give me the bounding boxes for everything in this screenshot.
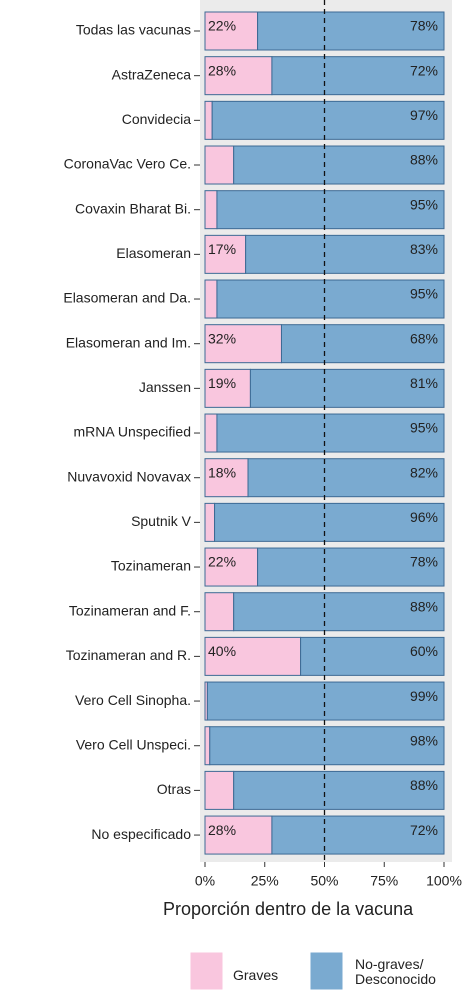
bar-segment — [216, 413, 445, 453]
bar-segment — [271, 815, 445, 855]
bar-segment — [214, 502, 445, 542]
data-label: 17% — [208, 241, 236, 257]
data-label: 68% — [410, 330, 438, 346]
bar-segment — [204, 547, 259, 587]
data-label: 40% — [208, 643, 236, 659]
data-label: 22% — [208, 554, 236, 570]
bar-segment — [233, 592, 445, 632]
y-tick-label: Convidecia — [122, 111, 191, 127]
data-label: 78% — [410, 18, 438, 34]
y-tick-label: Vero Cell Unspeci. — [76, 736, 191, 752]
x-axis-title: Proporción dentro de la vacuna — [163, 899, 414, 919]
y-tick-label: Janssen — [139, 379, 191, 395]
y-tick-label: Elasomeran — [116, 245, 191, 261]
bar-segment — [204, 592, 235, 632]
bar-segment — [204, 726, 211, 766]
bar-segment — [257, 11, 445, 51]
y-tick-label: Elasomeran and Da. — [63, 290, 191, 306]
y-tick-label: Tozinameran and F. — [69, 602, 191, 618]
bar-segment — [249, 368, 445, 408]
y-tick-label: Tozinameran and R. — [66, 647, 191, 663]
x-tick-label: 75% — [370, 873, 398, 889]
bar-segment — [245, 234, 445, 274]
data-label: 96% — [410, 509, 438, 525]
data-label: 81% — [410, 375, 438, 391]
x-tick-label: 50% — [310, 873, 338, 889]
bar-segment — [204, 324, 282, 364]
data-label: 22% — [208, 18, 236, 34]
bar-segment — [233, 770, 445, 810]
data-label: 88% — [410, 152, 438, 168]
legend-key — [309, 951, 344, 991]
y-tick-label: Todas las vacunas — [76, 22, 191, 38]
y-tick-label: Nuvavoxid Novavax — [67, 468, 191, 484]
bar-segment — [204, 234, 247, 274]
data-label: 99% — [410, 688, 438, 704]
data-label: 88% — [410, 598, 438, 614]
bar-segment — [204, 413, 218, 453]
y-tick-label: Tozinameran — [111, 558, 191, 574]
bar-segment — [209, 726, 445, 766]
y-tick-label: AstraZeneca — [112, 66, 192, 82]
data-label: 72% — [410, 62, 438, 78]
data-label: 83% — [410, 241, 438, 257]
bar-segment — [257, 547, 445, 587]
data-label: 72% — [410, 822, 438, 838]
data-label: 95% — [410, 420, 438, 436]
data-label: 98% — [410, 732, 438, 748]
data-label: 95% — [410, 196, 438, 212]
bar-segment — [204, 100, 213, 140]
bar-segment — [271, 56, 445, 96]
data-label: 18% — [208, 464, 236, 480]
bar-segment — [216, 190, 445, 230]
y-tick-label: Covaxin Bharat Bi. — [75, 200, 191, 216]
legend-key — [189, 951, 224, 991]
bar-segment — [204, 279, 218, 319]
legend-label: Graves — [233, 967, 279, 983]
bar-segment — [204, 56, 273, 96]
bar-segment — [206, 681, 445, 721]
data-label: 78% — [410, 554, 438, 570]
bar-segment — [204, 458, 249, 498]
data-label: 60% — [410, 643, 438, 659]
bar-segment — [280, 324, 445, 364]
data-label: 88% — [410, 777, 438, 793]
bar-segment — [233, 145, 445, 185]
bar-segment — [204, 815, 273, 855]
bar-segment — [204, 770, 235, 810]
y-tick-label: No especificado — [91, 826, 191, 842]
bar-segment — [204, 190, 218, 230]
y-tick-label: Elasomeran and Im. — [66, 334, 191, 350]
bar-segment — [211, 100, 445, 140]
data-label: 28% — [208, 62, 236, 78]
bar-segment — [204, 145, 235, 185]
bar-segment — [247, 458, 445, 498]
x-tick-label: 0% — [195, 873, 215, 889]
y-tick-label: mRNA Unspecified — [74, 424, 192, 440]
data-label: 95% — [410, 286, 438, 302]
legend-label: No-graves/ Desconocido — [355, 957, 436, 987]
y-tick-label: Sputnik V — [131, 513, 192, 529]
bar-segment — [204, 502, 216, 542]
y-tick-label: Otras — [157, 781, 191, 797]
data-label: 19% — [208, 375, 236, 391]
x-tick-label: 100% — [426, 873, 462, 889]
y-tick-label: CoronaVac Vero Ce. — [64, 156, 191, 172]
data-label: 82% — [410, 464, 438, 480]
data-label: 32% — [208, 330, 236, 346]
x-tick-label: 25% — [251, 873, 279, 889]
data-label: 28% — [208, 822, 236, 838]
bar-segment — [216, 279, 445, 319]
data-label: 97% — [410, 107, 438, 123]
y-tick-label: Vero Cell Sinopha. — [75, 692, 191, 708]
